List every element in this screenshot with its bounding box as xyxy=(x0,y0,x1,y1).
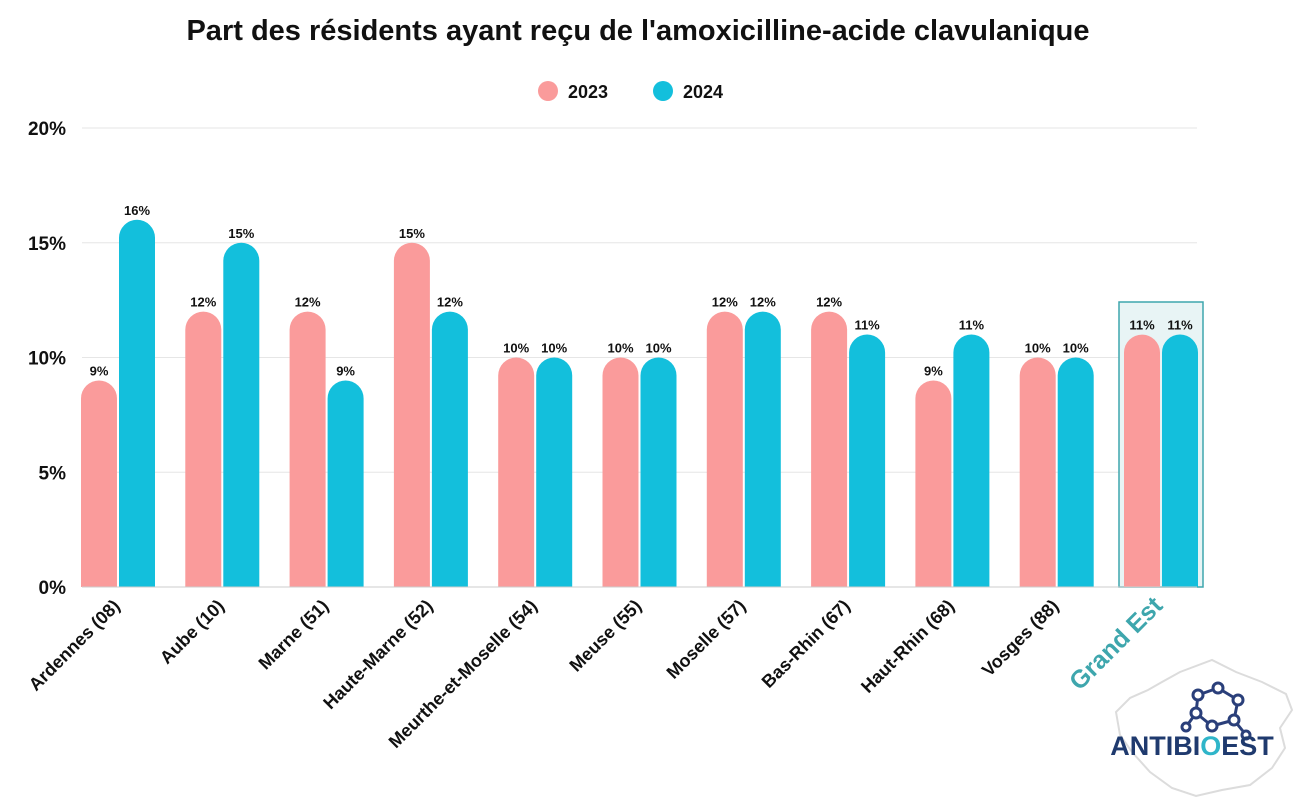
data-label-2023-6: 12% xyxy=(712,295,738,310)
data-label-2023-3: 15% xyxy=(399,226,425,241)
bar-2024-0 xyxy=(119,219,155,588)
bar-2024-4 xyxy=(536,357,573,587)
bars xyxy=(81,219,1198,588)
bar-2024-9 xyxy=(1057,357,1094,587)
data-label-2024-1: 15% xyxy=(228,226,254,241)
bar-2024-6 xyxy=(744,311,781,587)
bar-2023-10 xyxy=(1124,334,1160,587)
bar-2024-10 xyxy=(1162,334,1198,587)
x-tick-label-6: Moselle (57) xyxy=(663,596,750,683)
legend-label-2023: 2023 xyxy=(568,82,608,102)
data-labels: 9% 16% 12% 15% 12% 9% 15% 12% 10% 10% 10% 10% 12% 12%… xyxy=(90,203,1193,379)
data-label-2024-8: 11% xyxy=(959,318,985,333)
chart-title: Part des résidents ayant reçu de l'amoxi… xyxy=(186,15,1089,47)
bar-2024-1 xyxy=(223,242,260,588)
data-label-2024-2: 9% xyxy=(336,363,355,378)
x-tick-label-8: Haut-Rhin (68) xyxy=(857,596,958,697)
y-tick-label: 5% xyxy=(39,463,67,484)
data-label-2023-10: 11% xyxy=(1129,318,1155,333)
legend: 2023 2024 xyxy=(538,81,723,102)
data-label-2023-8: 9% xyxy=(924,363,943,378)
x-tick-label-5: Meuse (55) xyxy=(565,596,645,676)
data-label-2023-9: 10% xyxy=(1025,341,1051,356)
legend-label-2024: 2024 xyxy=(683,82,723,102)
molecule-icon xyxy=(1180,681,1252,741)
bar-2024-7 xyxy=(849,334,886,587)
gridlines xyxy=(82,127,1197,473)
bar-2024-8 xyxy=(953,334,990,587)
data-label-2024-10: 11% xyxy=(1167,318,1193,333)
x-axis: Ardennes (08) Aube (10) Marne (51)Haute-Ma… xyxy=(25,591,1169,752)
logo-text-part3: EST xyxy=(1221,731,1274,761)
data-label-2024-5: 10% xyxy=(645,341,671,356)
data-label-2023-4: 10% xyxy=(503,341,529,356)
bar-2024-5 xyxy=(640,357,677,587)
logo-text-part2: O xyxy=(1200,731,1221,761)
bar-2023-7 xyxy=(811,311,848,587)
x-tick-label-10: Grand Est xyxy=(1064,591,1169,696)
bar-2024-2 xyxy=(327,380,364,587)
data-label-2023-2: 12% xyxy=(295,295,321,310)
bar-2023-3 xyxy=(393,242,430,588)
data-label-2024-9: 10% xyxy=(1063,341,1089,356)
data-label-2024-6: 12% xyxy=(750,295,776,310)
data-label-2023-5: 10% xyxy=(607,341,633,356)
data-label-2024-0: 16% xyxy=(124,203,150,218)
x-tick-label-7: Bas-Rhin (67) xyxy=(758,596,854,692)
bar-2023-8 xyxy=(915,380,952,587)
data-label-2023-0: 9% xyxy=(90,363,109,378)
data-label-2024-7: 11% xyxy=(854,318,880,333)
logo-text-part1: ANTIBI xyxy=(1110,731,1200,761)
data-label-2023-1: 12% xyxy=(190,295,216,310)
x-tick-label-0: Ardennes (08) xyxy=(25,596,124,695)
y-axis: 0% 5% 10% 15% 20% xyxy=(28,119,66,599)
bar-2023-4 xyxy=(498,357,535,587)
y-tick-label: 20% xyxy=(28,119,66,140)
bar-2023-9 xyxy=(1019,357,1056,587)
y-tick-label: 0% xyxy=(39,578,67,599)
logo: ANTIBIOEST xyxy=(1110,658,1294,798)
bar-2023-0 xyxy=(81,380,117,587)
y-tick-label: 15% xyxy=(28,234,66,255)
legend-marker-2024 xyxy=(653,81,673,101)
bar-2023-2 xyxy=(289,311,326,587)
data-label-2023-7: 12% xyxy=(816,295,842,310)
france-map-outline xyxy=(1114,658,1294,798)
bar-2024-3 xyxy=(431,311,468,587)
bar-2023-6 xyxy=(706,311,743,587)
y-tick-label: 10% xyxy=(28,349,66,370)
x-tick-label-9: Vosges (88) xyxy=(978,596,1063,681)
legend-marker-2023 xyxy=(538,81,558,101)
data-label-2024-4: 10% xyxy=(541,341,567,356)
bar-2023-5 xyxy=(602,357,639,587)
logo-text: ANTIBIOEST xyxy=(1110,731,1274,761)
x-tick-label-1: Aube (10) xyxy=(156,596,228,668)
bar-2023-1 xyxy=(185,311,222,587)
x-tick-label-2: Marne (51) xyxy=(255,596,333,674)
x-tick-label-3: Haute-Marne (52) xyxy=(319,596,436,713)
data-label-2024-3: 12% xyxy=(437,295,463,310)
